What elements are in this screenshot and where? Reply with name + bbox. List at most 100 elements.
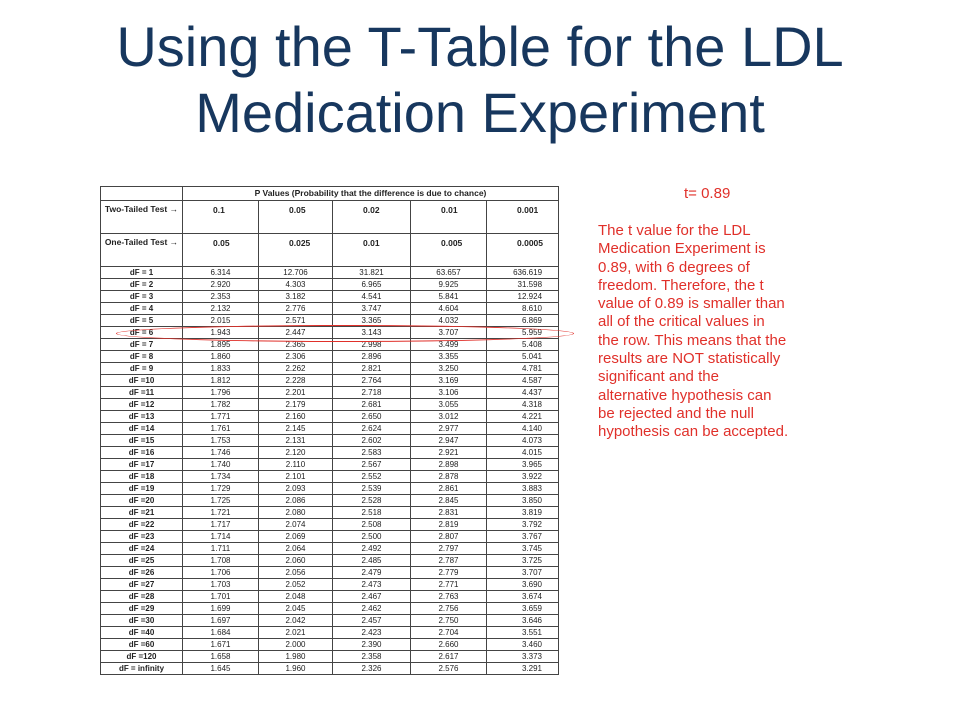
critical-value-cell: 1.943: [182, 326, 259, 339]
critical-value-cell: 1.895: [182, 338, 259, 351]
critical-value-cell: 1.706: [182, 566, 259, 579]
critical-value-cell: 2.576: [410, 662, 487, 675]
one-tailed-label: One-Tailed Test →: [100, 233, 183, 267]
critical-value-cell: 1.734: [182, 470, 259, 483]
critical-value-cell: 2.052: [258, 578, 333, 591]
critical-value-cell: 2.750: [410, 614, 487, 627]
critical-value-cell: 2.650: [332, 410, 411, 423]
critical-value-cell: 5.841: [410, 290, 487, 303]
critical-value-cell: 2.473: [332, 578, 411, 591]
critical-value-cell: 636.619: [485, 266, 560, 279]
df-cell: dF =11: [100, 386, 183, 399]
critical-value-cell: 2.660: [410, 638, 487, 651]
one-tailed-value: 0.01: [332, 233, 411, 267]
critical-value-cell: 2.423: [332, 626, 411, 639]
critical-value-cell: 1.860: [182, 350, 259, 363]
critical-value-cell: 1.708: [182, 554, 259, 567]
critical-value-cell: 2.479: [332, 566, 411, 579]
df-cell: dF =28: [100, 590, 183, 603]
critical-value-cell: 2.845: [410, 494, 487, 507]
table-row: dF =60 1.671 2.000 2.390 2.660 3.460: [100, 638, 560, 651]
critical-value-cell: 3.182: [258, 290, 333, 303]
critical-value-cell: 2.262: [258, 362, 333, 375]
critical-value-cell: 1.701: [182, 590, 259, 603]
critical-value-cell: 2.807: [410, 530, 487, 543]
critical-value-cell: 1.761: [182, 422, 259, 435]
critical-value-cell: 3.055: [410, 398, 487, 411]
table-row: dF =20 1.725 2.086 2.528 2.845 3.850: [100, 494, 560, 507]
critical-value-cell: 3.169: [410, 374, 487, 387]
df-cell: dF =27: [100, 578, 183, 591]
df-cell: dF = 6: [100, 326, 183, 339]
critical-value-cell: 1.684: [182, 626, 259, 639]
critical-value-cell: 2.797: [410, 542, 487, 555]
critical-value-cell: 2.042: [258, 614, 333, 627]
critical-value-cell: 31.821: [332, 266, 411, 279]
critical-value-cell: 2.921: [410, 446, 487, 459]
table-row: dF =16 1.746 2.120 2.583 2.921 4.015: [100, 446, 560, 459]
two-tailed-value: 0.05: [258, 200, 333, 234]
critical-value-cell: 3.850: [485, 494, 560, 507]
df-cell: dF = 8: [100, 350, 183, 363]
critical-value-cell: 4.303: [258, 278, 333, 291]
critical-value-cell: 2.086: [258, 494, 333, 507]
critical-value-cell: 3.365: [332, 314, 411, 327]
critical-value-cell: 31.598: [485, 278, 560, 291]
df-cell: dF =30: [100, 614, 183, 627]
critical-value-cell: 6.314: [182, 266, 259, 279]
critical-value-cell: 1.833: [182, 362, 259, 375]
critical-value-cell: 3.747: [332, 302, 411, 315]
critical-value-cell: 2.878: [410, 470, 487, 483]
critical-value-cell: 2.365: [258, 338, 333, 351]
critical-value-cell: 2.704: [410, 626, 487, 639]
table-row: dF =26 1.706 2.056 2.479 2.779 3.707: [100, 566, 560, 579]
critical-value-cell: 2.492: [332, 542, 411, 555]
critical-value-cell: 3.373: [485, 650, 560, 663]
critical-value-cell: 2.567: [332, 458, 411, 471]
critical-value-cell: 2.681: [332, 398, 411, 411]
critical-value-cell: 2.462: [332, 602, 411, 615]
critical-value-cell: 2.101: [258, 470, 333, 483]
critical-value-cell: 2.306: [258, 350, 333, 363]
critical-value-cell: 1.725: [182, 494, 259, 507]
critical-value-cell: 2.326: [332, 662, 411, 675]
table-row: dF =10 1.812 2.228 2.764 3.169 4.587: [100, 374, 560, 387]
critical-value-cell: 2.056: [258, 566, 333, 579]
one-tailed-value: 0.025: [258, 233, 333, 267]
df-cell: dF =29: [100, 602, 183, 615]
critical-value-cell: 4.032: [410, 314, 487, 327]
critical-value-cell: 3.659: [485, 602, 560, 615]
critical-value-cell: 4.541: [332, 290, 411, 303]
table-row: dF =28 1.701 2.048 2.467 2.763 3.674: [100, 590, 560, 603]
critical-value-cell: 2.160: [258, 410, 333, 423]
table-row: dF =23 1.714 2.069 2.500 2.807 3.767: [100, 530, 560, 543]
df-cell: dF =60: [100, 638, 183, 651]
one-tailed-value: 0.005: [410, 233, 487, 267]
critical-value-cell: 1.753: [182, 434, 259, 447]
df-cell: dF = 4: [100, 302, 183, 315]
critical-value-cell: 2.539: [332, 482, 411, 495]
critical-value-cell: 5.959: [485, 326, 560, 339]
critical-value-cell: 2.977: [410, 422, 487, 435]
critical-value-cell: 8.610: [485, 302, 560, 315]
critical-value-cell: 1.671: [182, 638, 259, 651]
critical-value-cell: 3.922: [485, 470, 560, 483]
critical-value-cell: 2.508: [332, 518, 411, 531]
critical-value-cell: 2.000: [258, 638, 333, 651]
critical-value-cell: 2.763: [410, 590, 487, 603]
critical-value-cell: 2.896: [332, 350, 411, 363]
df-cell: dF =26: [100, 566, 183, 579]
df-cell: dF =25: [100, 554, 183, 567]
critical-value-cell: 2.179: [258, 398, 333, 411]
critical-value-cell: 1.697: [182, 614, 259, 627]
critical-value-cell: 1.729: [182, 482, 259, 495]
table-row: dF =29 1.699 2.045 2.462 2.756 3.659: [100, 602, 560, 615]
critical-value-cell: 3.674: [485, 590, 560, 603]
critical-value-cell: 3.012: [410, 410, 487, 423]
df-cell: dF = 1: [100, 266, 183, 279]
table-row: dF =15 1.753 2.131 2.602 2.947 4.073: [100, 434, 560, 447]
table-row: dF = 2 2.920 4.303 6.965 9.925 31.598: [100, 278, 560, 291]
critical-value-cell: 3.965: [485, 458, 560, 471]
critical-value-cell: 1.703: [182, 578, 259, 591]
two-tailed-row: Two-Tailed Test → 0.1 0.05 0.02 0.01 0.0…: [100, 200, 560, 234]
